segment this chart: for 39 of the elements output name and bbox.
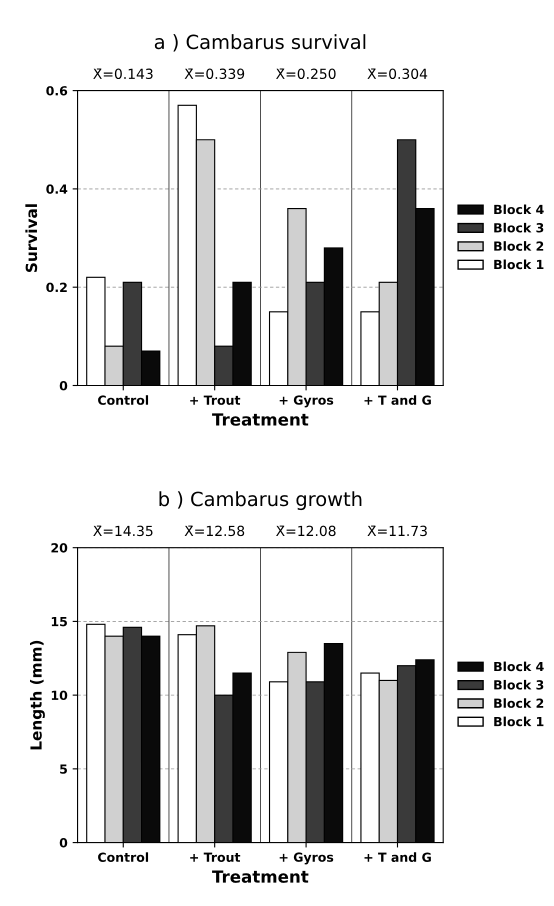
legend-label: Block 1 bbox=[494, 716, 544, 726]
text: X̄=12.58 bbox=[184, 526, 244, 536]
x-axis-title: Treatment bbox=[212, 870, 308, 883]
y-tick-label: 15 bbox=[52, 617, 67, 626]
text: X̄=11.73 bbox=[367, 526, 427, 536]
text: X̄=12.08 bbox=[276, 526, 336, 536]
y-axis-title: Length (mm) bbox=[30, 640, 45, 750]
legend-label: Block 1 bbox=[494, 260, 544, 270]
y-tick-label: 20 bbox=[51, 543, 68, 553]
x-tick-label: + Trout bbox=[190, 852, 240, 862]
text: X̄=0.339 bbox=[184, 68, 244, 80]
text: X̄=14.35 bbox=[93, 526, 153, 536]
x-tick-label: + Trout bbox=[190, 396, 240, 405]
x-tick-label: Control bbox=[98, 852, 148, 862]
y-tick-label: 10 bbox=[52, 690, 68, 700]
y-tick-label: 0 bbox=[60, 838, 68, 848]
x-tick-label: + T and G bbox=[364, 395, 431, 405]
legend-label: Block 2 bbox=[494, 698, 544, 708]
text: X̄=0.304 bbox=[367, 68, 428, 80]
chart-title: b ) Cambarus growth bbox=[160, 491, 362, 510]
legend-label: Block 4 bbox=[494, 662, 544, 672]
y-tick-label: 0.4 bbox=[46, 184, 68, 194]
x-tick-label: + Gyros bbox=[280, 395, 334, 408]
x-tick-label: + Gyros bbox=[280, 852, 334, 864]
legend-label: Block 2 bbox=[494, 241, 544, 251]
y-tick-label: 5 bbox=[60, 764, 67, 774]
text: X̄=0.250 bbox=[276, 68, 336, 80]
y-tick-label: 0.2 bbox=[46, 282, 67, 292]
x-axis-title: Treatment bbox=[212, 413, 308, 426]
legend-label: Block 4 bbox=[494, 204, 544, 214]
chart-title: a ) Cambarus survival bbox=[154, 34, 366, 52]
y-tick-label: 0.6 bbox=[46, 86, 68, 96]
text: X̄=0.143 bbox=[93, 68, 153, 80]
legend-label: Block 3 bbox=[494, 680, 544, 690]
y-axis-title: Survival bbox=[25, 204, 38, 272]
x-tick-label: Control bbox=[98, 395, 148, 405]
legend-label: Block 3 bbox=[494, 222, 544, 232]
y-tick-label: 0 bbox=[60, 380, 68, 390]
x-tick-label: + T and G bbox=[364, 852, 431, 862]
